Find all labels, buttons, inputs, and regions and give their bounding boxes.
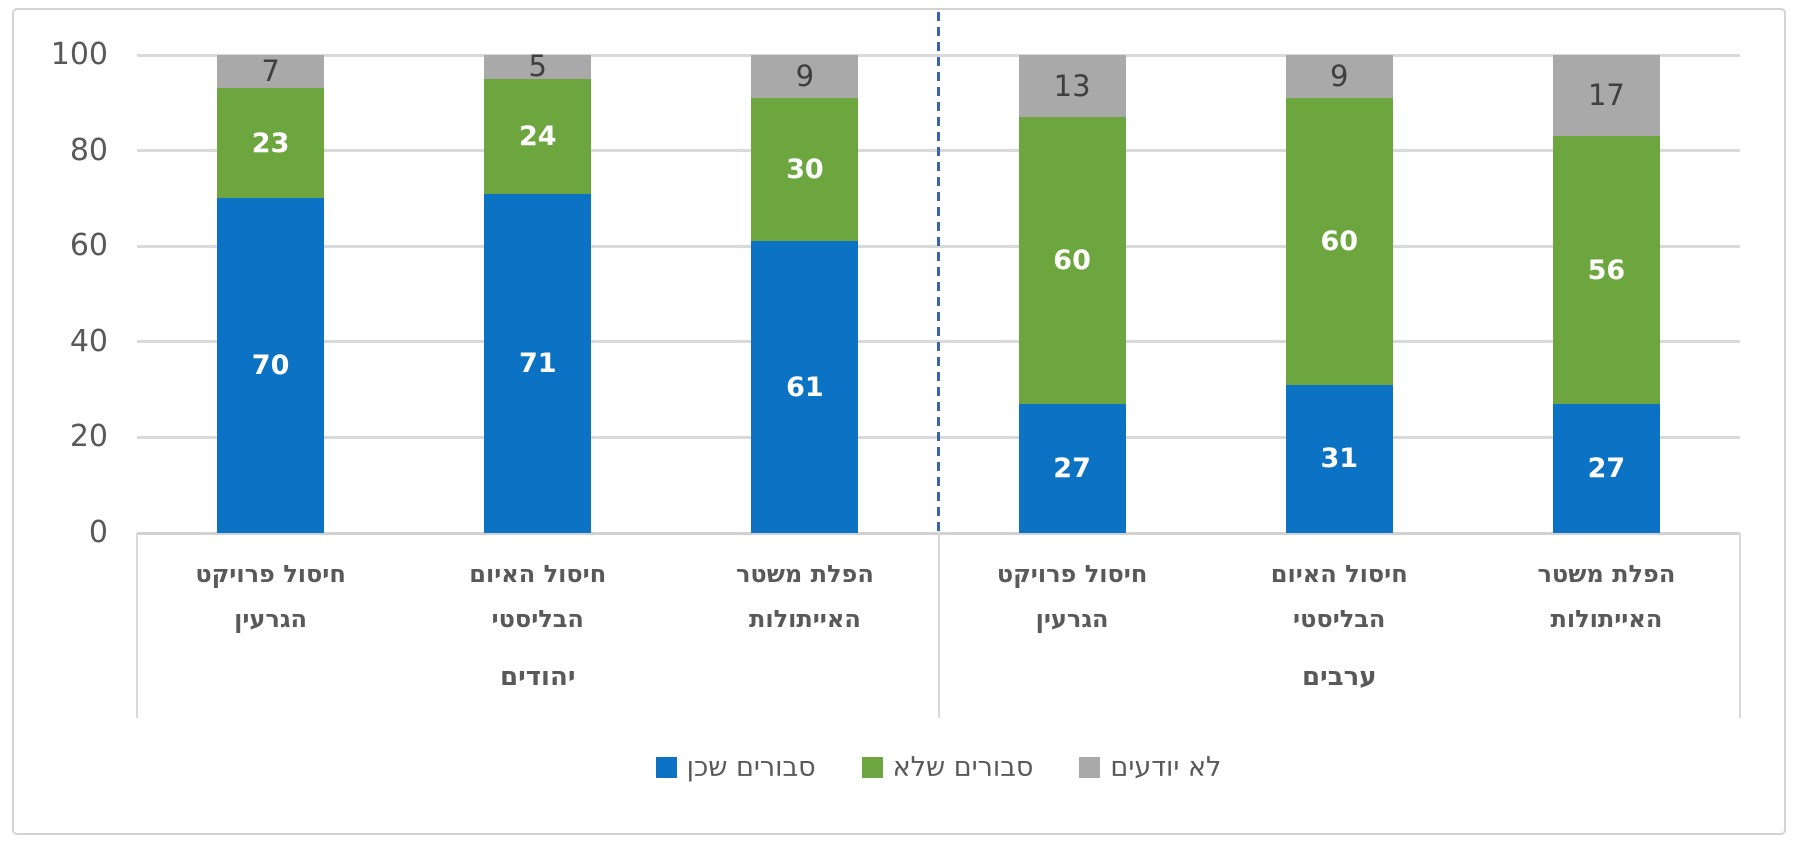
data-label: 24 [518,120,557,152]
category-label-line: חיסול האיום [469,560,607,588]
category-label: חיסול פרויקט הגרעין [939,552,1206,642]
legend-item-3: לא יודעים [1079,752,1221,783]
data-label: 61 [786,371,824,403]
category-label-line: הבליסטי [1293,605,1386,633]
category-label-line: הגרעין [1035,605,1109,633]
bar-3-segment-2: 30 [751,98,859,242]
category-label-line: הפלת משטר [1537,560,1676,588]
data-label: 70 [251,350,290,382]
category-label: הפלת משטר האייתולות [1473,552,1740,642]
data-label: 17 [1587,78,1625,113]
category-label-line: חיסול פרויקט [996,560,1148,588]
bar-3-segment-1: 61 [751,241,859,533]
group-label-1: יהודים [500,662,576,692]
data-label: 56 [1587,254,1626,286]
chart-legend: סבורים שכן סבורים שלא לא יודעים [137,742,1740,792]
legend-swatch-icon [861,756,883,778]
data-label: 71 [518,347,557,379]
bar-1-segment-1: 70 [217,198,325,533]
data-label: 60 [1053,245,1091,277]
bar-2-segment-3: 5 [484,49,592,84]
bar-4-segment-3: 13 [1018,55,1126,118]
category-label: חיסול האיום הבליסטי [1206,552,1473,642]
bar-5-segment-3: 9 [1285,55,1393,99]
category-axis-divider-3 [1739,533,1741,718]
data-label: 5 [528,49,547,84]
bar-3-segment-3: 9 [751,55,859,99]
bar-1-segment-3: 7 [217,54,325,89]
y-axis-tick-label-100: 100 [50,37,108,72]
bar-6-segment-3: 17 [1552,55,1660,137]
y-axis-tick-label-40: 40 [69,323,108,359]
group-label-2: ערבים [1301,662,1377,692]
legend-swatch-icon [1079,756,1101,778]
legend-label: סבורים שכן [686,751,816,783]
data-label: 31 [1320,443,1359,475]
category-label-line: האייתולות [1550,605,1663,633]
category-label-line: הגרעין [234,605,308,633]
bar-6-segment-2: 56 [1552,136,1660,404]
legend-item-2: סבורים שלא [861,751,1034,783]
data-label: 7 [261,54,280,89]
category-axis-divider-2 [937,533,940,718]
data-label: 27 [1587,452,1626,484]
legend-label: סבורים שלא [892,751,1034,783]
legend-swatch-icon [655,756,677,778]
y-axis-tick-label-60: 60 [69,228,108,264]
category-label: חיסול פרויקט הגרעין [137,552,404,642]
legend-label: לא יודעים [1110,751,1222,783]
bar-2-segment-2: 24 [484,78,592,194]
data-label: 9 [795,59,815,93]
y-axis-tick-label-0: 0 [88,515,108,550]
legend-item-1: סבורים שכן [655,751,816,783]
category-label: הפלת משטר האייתולות [671,552,938,642]
bar-4-segment-1: 27 [1018,403,1126,533]
y-axis-tick-label-20: 20 [69,419,108,455]
data-label: 9 [1330,59,1349,93]
category-label-line: הבליסטי [491,605,584,633]
category-label: חיסול האיום הבליסטי [404,552,671,642]
data-label: 27 [1053,452,1091,484]
category-label-line: הפלת משטר [735,560,874,588]
category-label-line: חיסול פרויקט [195,560,346,588]
data-label: 60 [1320,225,1359,257]
category-axis-divider-1 [136,533,138,718]
category-label-line: האייתולות [748,605,861,633]
group-separator-dashed-line [937,12,940,533]
bar-5-segment-2: 60 [1285,98,1393,385]
data-label: 23 [251,127,290,159]
data-label: 30 [786,154,824,186]
bar-5-segment-1: 31 [1285,384,1393,533]
bar-1-segment-2: 23 [217,88,325,199]
category-label-line: חיסול האיום [1270,560,1408,588]
y-axis-tick-label-80: 80 [69,132,108,168]
bar-2-segment-1: 71 [484,193,592,533]
data-label: 13 [1053,68,1091,103]
bar-6-segment-1: 27 [1552,403,1660,533]
bar-4-segment-2: 60 [1018,117,1126,404]
